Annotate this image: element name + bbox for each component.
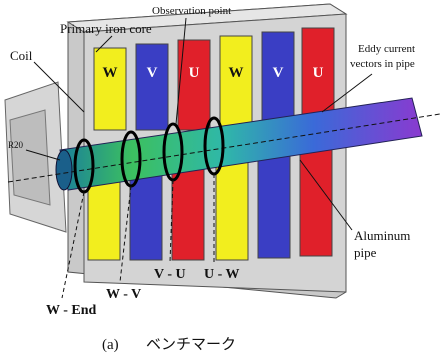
position-label: W - V: [106, 287, 141, 302]
diagram: Primary iron core Observation point Coil…: [0, 0, 443, 360]
coil-label: W: [229, 65, 244, 81]
caption-text: ベンチマーク: [146, 335, 236, 353]
position-label: W - End: [46, 303, 97, 318]
label-primary-iron-core: Primary iron core: [60, 21, 152, 36]
left-holder: [5, 82, 66, 232]
label-coil: Coil: [10, 48, 33, 63]
coil-label: U: [189, 65, 200, 81]
label-aluminum-pipe: pipe: [354, 245, 377, 260]
position-label: V - U: [154, 267, 186, 282]
label-eddy-current: vectors in pipe: [350, 58, 415, 70]
coil-label: V: [273, 65, 284, 81]
label-observation-point: Observation point: [152, 5, 231, 17]
label-eddy-current: Eddy current: [358, 43, 415, 55]
position-label: U - W: [204, 267, 240, 282]
caption-label: (a): [102, 337, 119, 353]
coil-label: U: [313, 65, 324, 81]
coil-label: W: [103, 65, 118, 81]
coil-label: V: [147, 65, 158, 81]
label-aluminum-pipe: Aluminum: [354, 228, 410, 243]
label-r20: R20: [8, 140, 24, 150]
